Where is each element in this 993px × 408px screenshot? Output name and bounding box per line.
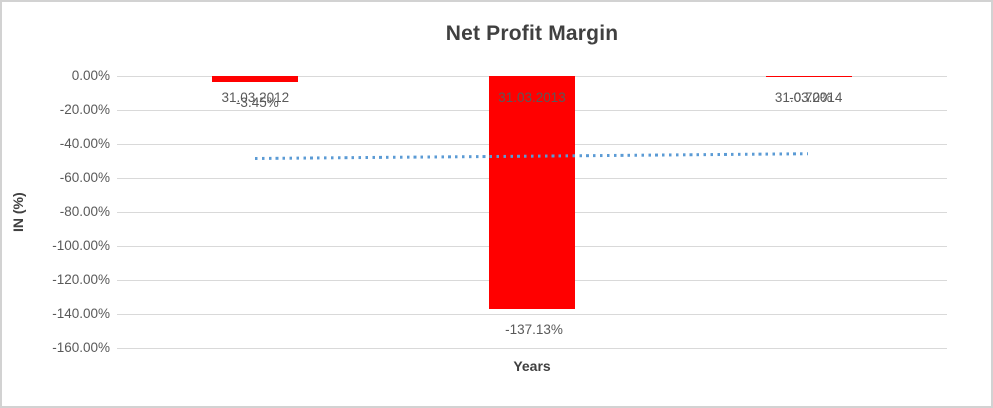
y-tick-label: -160.00% xyxy=(52,340,110,355)
y-tick-label: 0.00% xyxy=(71,68,110,83)
x-axis-title: Years xyxy=(513,358,551,374)
y-tick-label: -40.00% xyxy=(59,136,110,151)
bar-31.03.2014 xyxy=(765,76,852,78)
gridline xyxy=(117,314,947,315)
y-tick-label: -20.00% xyxy=(59,102,110,117)
y-tick-label: -140.00% xyxy=(52,306,110,321)
x-category-label: 31.03.2014 xyxy=(774,90,843,105)
y-tick-label: -80.00% xyxy=(59,204,110,219)
x-category-label: 31.03.2013 xyxy=(498,90,566,105)
x-category-label: 31.03.2012 xyxy=(221,90,290,105)
bar-data-label: -0.70% xyxy=(789,90,833,106)
bar-31.03.2012 xyxy=(212,76,299,82)
bar-31.03.2013 xyxy=(489,76,575,310)
y-tick-label: -100.00% xyxy=(52,238,110,253)
gridline xyxy=(117,348,947,349)
y-tick-label: -60.00% xyxy=(59,170,110,185)
bar-data-label: -3.45% xyxy=(235,94,279,110)
bar-data-label: -137.13% xyxy=(505,322,563,338)
y-tick-label: -120.00% xyxy=(52,272,110,287)
chart-title: Net Profit Margin xyxy=(445,22,619,45)
